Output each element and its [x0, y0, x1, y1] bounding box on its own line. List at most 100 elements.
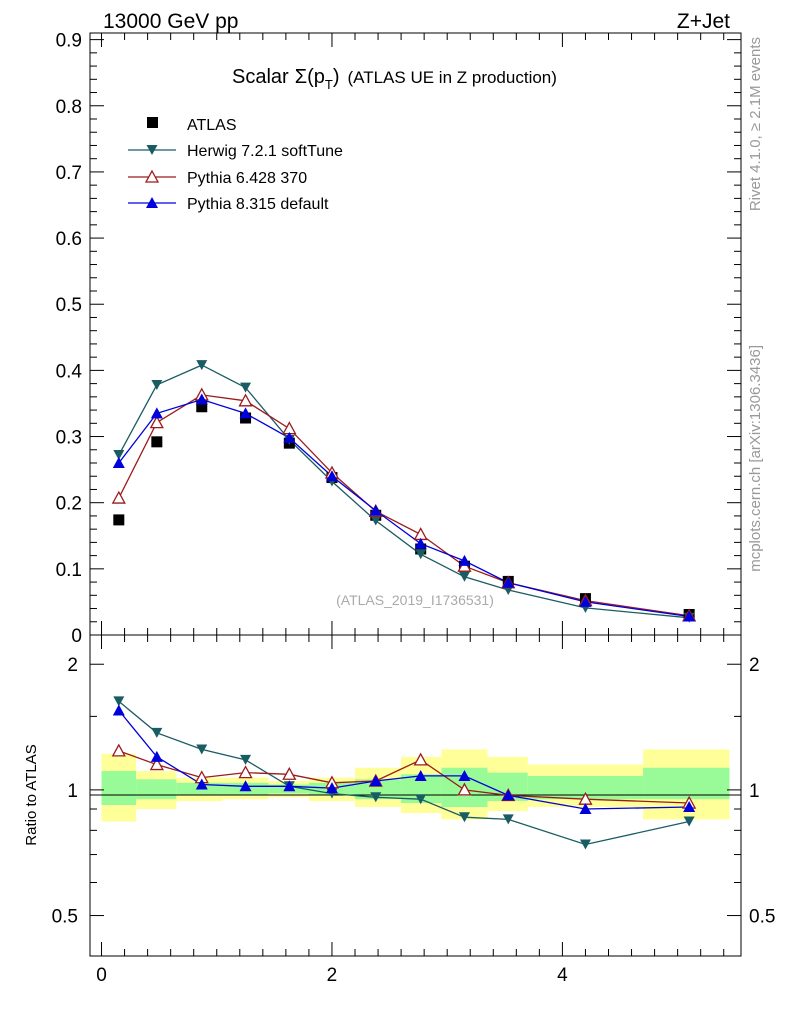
upper-line-pythia-8-315-default [118, 398, 690, 618]
ratio-uncertainty-bands [101, 749, 730, 822]
upper-point-pythia-8-315-default [195, 393, 208, 405]
ratio-point-herwig-7-2-1-softtune [240, 754, 252, 765]
title-sigma: Σ(p [295, 66, 325, 88]
ratio-point-pythia-8-315-default [369, 775, 382, 787]
upper-ytick-label: 0.4 [56, 361, 83, 382]
ratio-band-inner [136, 779, 177, 800]
rivet-label: Rivet 4.1.0, ≥ 2.1M events [747, 37, 764, 211]
ratio-point-pythia-6-428-370 [238, 765, 253, 779]
lower-series-lines [118, 700, 690, 846]
x-axis: 0 2 4 [96, 635, 725, 986]
upper-ytick-label: 0.5 [56, 295, 82, 316]
upper-point-pythia-6-428-370 [238, 393, 253, 407]
legend-atlas-label: ATLAS [187, 117, 237, 134]
legend-atlas-marker [147, 117, 158, 128]
ratio-point-pythia-8-315-default [458, 769, 471, 781]
upper-point-herwig-7-2-1-softtune [151, 379, 163, 390]
upper-ytick-label: 0 [71, 626, 82, 647]
upper-y-axis: 0 0.1 0.2 0.3 0.4 0.5 0.6 0.7 0.8 0.9 [56, 31, 741, 647]
upper-point-atlas [415, 543, 427, 555]
ratio-ytick-label-right: 1 [749, 781, 760, 802]
upper-point-herwig-7-2-1-softtune [458, 571, 470, 582]
header-right: Z+Jet [677, 10, 730, 33]
ratio-band-inner [101, 770, 137, 806]
ratio-point-pythia-6-428-370 [111, 743, 126, 757]
lower-frame [89, 634, 742, 957]
upper-point-herwig-7-2-1-softtune [240, 382, 252, 393]
ratio-point-pythia-8-315-default [112, 704, 125, 716]
ratio-line-pythia-8-315-default [118, 709, 690, 810]
upper-series-markers [111, 360, 697, 623]
ratio-point-pythia-8-315-default [239, 780, 252, 792]
ratio-point-pythia-8-315-default [579, 802, 592, 814]
legend-herwig-label: Herwig 7.2.1 softTune [187, 143, 343, 160]
upper-point-herwig-7-2-1-softtune [196, 360, 208, 371]
ratio-ytick-label-left: 1 [67, 781, 78, 802]
upper-point-pythia-8-315-default [325, 470, 338, 482]
ratio-y-label: Ratio to ATLAS [23, 744, 40, 845]
analysis-watermark: (ATLAS_2019_I1736531) [336, 592, 494, 608]
lower-series-markers [111, 696, 697, 850]
ratio-point-herwig-7-2-1-softtune [370, 792, 382, 803]
upper-point-pythia-8-315-default [502, 576, 515, 588]
upper-point-pythia-8-315-default [369, 504, 382, 516]
upper-point-pythia-6-428-370 [111, 490, 126, 504]
ratio-point-pythia-6-428-370 [413, 752, 428, 766]
upper-point-pythia-8-315-default [683, 610, 696, 622]
ratio-point-herwig-7-2-1-softtune [415, 794, 427, 805]
ratio-ytick-label-right: 2 [749, 655, 760, 676]
upper-point-pythia-8-315-default [283, 431, 296, 443]
ratio-point-herwig-7-2-1-softtune [683, 816, 695, 827]
xtick-label: 2 [327, 965, 338, 986]
ratio-point-pythia-8-315-default [683, 800, 696, 812]
title-suffix: (ATLAS UE in Z production) [347, 68, 556, 87]
legend-pythia6-marker [144, 169, 160, 183]
upper-ytick-label: 0.2 [56, 494, 82, 515]
ratio-point-herwig-7-2-1-softtune [151, 727, 163, 738]
ratio-line-pythia-6-428-370 [118, 750, 690, 804]
ratio-line-herwig-7-2-1-softtune [118, 700, 690, 846]
ratio-ytick-label-right: 0.5 [749, 907, 775, 928]
upper-ytick-label: 0.1 [56, 560, 82, 581]
ratio-point-herwig-7-2-1-softtune [502, 814, 514, 825]
upper-point-herwig-7-2-1-softtune [370, 515, 382, 526]
title-close: ) [333, 66, 340, 88]
upper-point-atlas [196, 401, 208, 413]
upper-line-pythia-6-428-370 [118, 394, 690, 617]
ratio-point-pythia-8-315-default [414, 769, 427, 781]
ratio-point-pythia-8-315-default [325, 782, 338, 794]
xtick-label: 0 [96, 965, 107, 986]
ratio-point-pythia-6-428-370 [149, 757, 164, 771]
legend: ATLAS Herwig 7.2.1 softTune Pythia 6.428… [128, 117, 343, 213]
upper-ytick-label: 0.6 [56, 229, 82, 250]
legend-pythia8-marker [146, 197, 158, 208]
ratio-point-herwig-7-2-1-softtune [113, 696, 125, 707]
upper-point-pythia-8-315-default [239, 407, 252, 419]
upper-ytick-label: 0.7 [56, 163, 82, 184]
header-left: 13000 GeV pp [103, 10, 238, 33]
ratio-point-pythia-8-315-default [150, 750, 163, 762]
upper-point-atlas [151, 436, 163, 448]
ratio-band-inner [527, 775, 644, 800]
ratio-point-herwig-7-2-1-softtune [579, 839, 591, 850]
upper-series-lines [118, 364, 690, 619]
ratio-point-herwig-7-2-1-softtune [458, 812, 470, 823]
upper-ytick-label: 0.3 [56, 428, 82, 449]
upper-ytick-label: 0.9 [56, 31, 82, 52]
ratio-point-pythia-6-428-370 [457, 782, 472, 796]
ratio-band-inner [643, 767, 730, 800]
ratio-point-herwig-7-2-1-softtune [196, 744, 208, 755]
ratio-point-pythia-8-315-default [195, 778, 208, 790]
upper-ytick-label: 0.8 [56, 97, 82, 118]
upper-point-pythia-8-315-default [112, 457, 125, 468]
upper-point-pythia-8-315-default [579, 595, 592, 607]
upper-point-herwig-7-2-1-softtune [113, 450, 125, 461]
main-title: Scalar Σ(pT) (ATLAS UE in Z production) [232, 66, 557, 92]
upper-point-herwig-7-2-1-softtune [415, 549, 427, 560]
upper-point-pythia-6-428-370 [149, 415, 164, 429]
title-sub: T [325, 77, 333, 92]
upper-point-atlas [113, 514, 125, 526]
upper-point-pythia-8-315-default [150, 407, 163, 419]
mcplots-label: mcplots.cern.ch [arXiv:1306.3436] [747, 345, 764, 572]
ratio-ytick-label-left: 2 [67, 655, 78, 676]
